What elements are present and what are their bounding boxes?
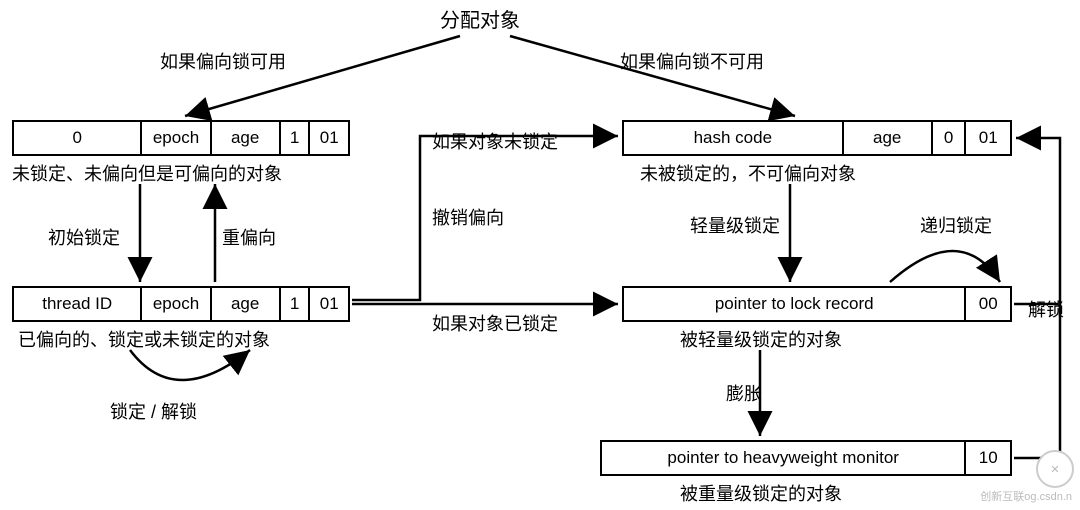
box-a-caption: 未锁定、未偏向但是可偏向的对象 [12,160,282,186]
a-c1: epoch [142,122,211,154]
a-c0: 0 [14,122,142,154]
box-d: pointer to lock record 00 [622,286,1012,322]
edge-light: 轻量级锁定 [690,212,780,238]
b-c4: 01 [310,288,348,320]
b-c1: epoch [142,288,211,320]
b-c3: 1 [281,288,311,320]
a-c3: 1 [281,122,311,154]
d-c0: pointer to lock record [624,288,966,320]
edge-locked: 如果对象已锁定 [432,310,558,336]
box-a: 0 epoch age 1 01 [12,120,350,156]
edge-lock-unlock: 锁定 / 解锁 [110,398,197,424]
edge-recursive: 递归锁定 [920,212,992,238]
edge-alloc-right: 如果偏向锁不可用 [620,48,764,74]
watermark: 创新互联og.csdn.n [980,488,1072,504]
box-e-caption: 被重量级锁定的对象 [680,480,842,506]
edge-revoke: 撤销偏向 [432,204,504,230]
c-c0: hash code [624,122,844,154]
arrows-layer [0,0,1080,510]
edge-unlock: 解锁 [1028,296,1064,322]
logo-circle-icon: ✕ [1036,450,1074,488]
c-c3: 01 [966,122,1010,154]
e-c1: 10 [966,442,1010,474]
b-c0: thread ID [14,288,142,320]
b-c2: age [212,288,281,320]
edge-unlocked: 如果对象未锁定 [432,128,558,154]
c-c2: 0 [933,122,967,154]
e-c0: pointer to heavyweight monitor [602,442,966,474]
d-c1: 00 [966,288,1010,320]
box-b-caption: 已偏向的、锁定或未锁定的对象 [18,326,270,352]
edge-rebias: 重偏向 [222,224,276,250]
a-c2: age [212,122,281,154]
c-c1: age [844,122,933,154]
box-c-caption: 未被锁定的，不可偏向对象 [640,160,856,186]
a-c4: 01 [310,122,348,154]
box-d-caption: 被轻量级锁定的对象 [680,326,842,352]
top-label: 分配对象 [440,4,520,33]
box-c: hash code age 0 01 [622,120,1012,156]
box-b: thread ID epoch age 1 01 [12,286,350,322]
edge-init-lock: 初始锁定 [48,224,120,250]
edge-alloc-left: 如果偏向锁可用 [160,48,286,74]
edge-inflate: 膨胀 [726,380,762,406]
box-e: pointer to heavyweight monitor 10 [600,440,1012,476]
